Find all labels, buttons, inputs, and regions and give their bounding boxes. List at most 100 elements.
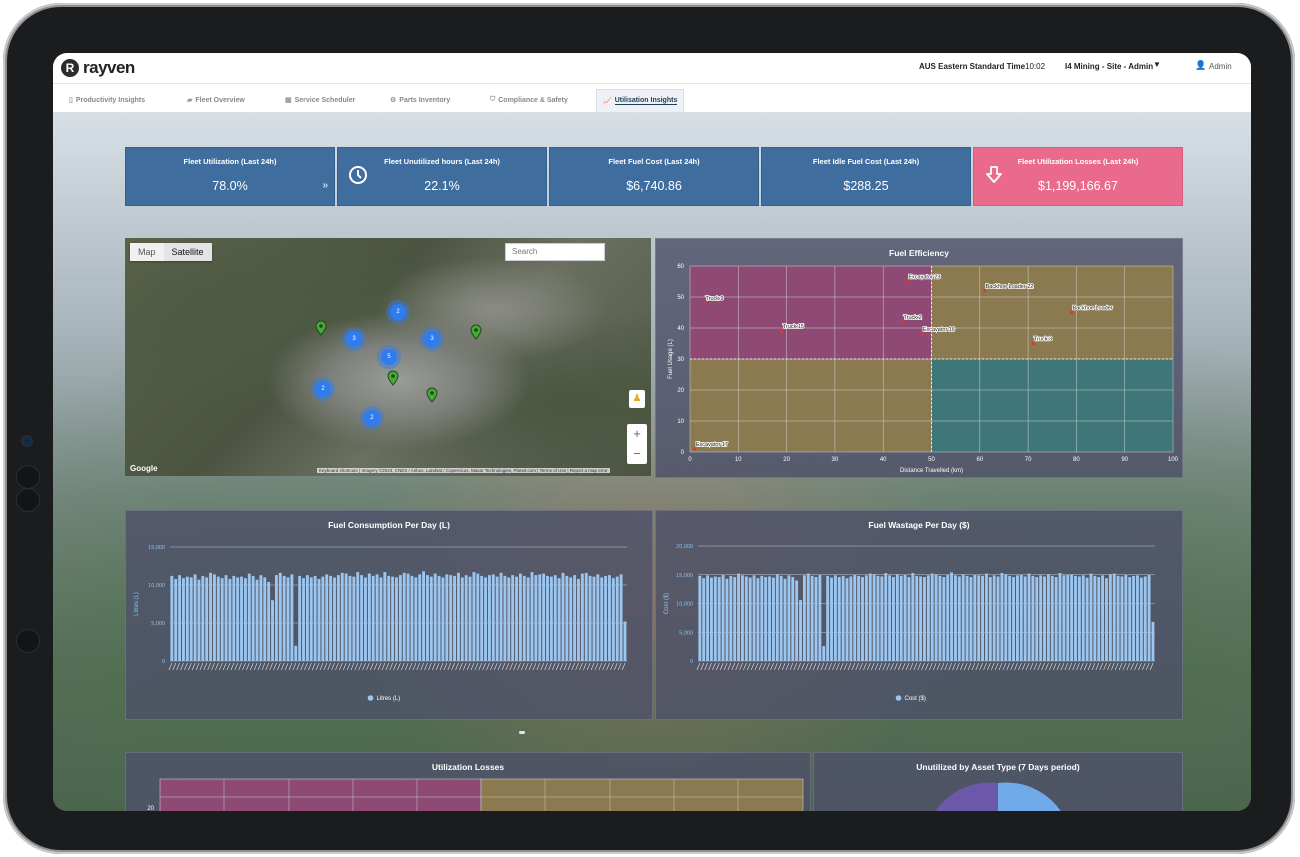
zoom-in-button[interactable]: + xyxy=(633,426,641,441)
bar xyxy=(861,577,864,661)
fuel-wastage-panel: Fuel Wastage Per Day ($) 0 5,000 10,000 15,… xyxy=(655,510,1183,720)
bar xyxy=(193,574,197,661)
bar xyxy=(317,578,321,661)
bar xyxy=(623,621,627,661)
x-tick-label xyxy=(716,662,720,671)
bar xyxy=(775,574,779,661)
x-tick-label xyxy=(296,662,301,671)
x-tick-label xyxy=(847,662,852,671)
data-label: Truck 9 xyxy=(705,296,723,302)
map-cluster-marker[interactable]: 3 xyxy=(346,331,362,347)
chart-title: Utilization Losses xyxy=(431,762,505,772)
x-tick-label xyxy=(1076,662,1080,671)
bar xyxy=(713,576,717,661)
map-attribution[interactable]: Keyboard shortcuts | Imagery ©2023, CNES… xyxy=(317,468,610,473)
x-tick-label xyxy=(563,662,568,671)
kpi-idle-fuel-cost[interactable]: Fleet Idle Fuel Cost (Last 24h) $288.25 xyxy=(761,147,971,206)
bar xyxy=(484,577,487,661)
x-tick-label xyxy=(346,662,351,671)
x-tick-label xyxy=(621,662,626,671)
x-tick-label xyxy=(758,662,763,671)
x-tick-label xyxy=(466,662,471,671)
bar xyxy=(849,576,853,661)
bar xyxy=(480,575,484,661)
map-search-input[interactable] xyxy=(505,243,605,261)
map-pin-icon[interactable] xyxy=(470,324,482,340)
x-tick-label xyxy=(257,662,262,671)
bar xyxy=(923,577,926,661)
bar xyxy=(973,574,977,661)
chevron-right-icon[interactable]: » xyxy=(322,180,328,191)
tab-parts-inventory[interactable]: ⚙ Parts Inventory xyxy=(390,89,450,111)
satellite-mode-button[interactable]: Satellite xyxy=(163,243,212,261)
map-pin-icon[interactable] xyxy=(426,387,438,403)
map-mode-button[interactable]: Map xyxy=(130,243,164,261)
user-icon[interactable]: 👤 xyxy=(1195,60,1207,70)
x-tick-label xyxy=(215,662,219,671)
kpi-fleet-utilization[interactable]: Fleet Utilization (Last 24h) 78.0% » xyxy=(125,147,335,206)
bar xyxy=(826,575,830,661)
grid-lines xyxy=(160,779,803,811)
x-tick-label xyxy=(1060,662,1065,671)
x-tick-label xyxy=(1064,662,1069,671)
bar xyxy=(915,575,919,661)
y-tick-label: 0 xyxy=(162,659,165,665)
x-tick-label xyxy=(184,662,188,671)
tab-compliance-safety[interactable]: ⛉ Compliance & Safety xyxy=(490,89,568,111)
x-tick-label xyxy=(486,662,490,671)
bar xyxy=(1116,575,1120,661)
map-cluster-marker[interactable]: 2 xyxy=(390,304,406,320)
x-tick-label xyxy=(323,662,328,671)
kpi-fuel-cost[interactable]: Fleet Fuel Cost (Last 24h) $6,740.86 xyxy=(549,147,759,206)
pie-slice[interactable] xyxy=(998,782,1062,811)
bar xyxy=(841,575,845,661)
x-tick-label xyxy=(548,662,552,671)
tab-service-scheduler[interactable]: ▦ Service Scheduler xyxy=(285,89,355,111)
x-tick-label xyxy=(727,662,732,671)
x-tick-label xyxy=(1142,662,1146,671)
user-name[interactable]: Admin xyxy=(1209,62,1232,71)
bar xyxy=(352,576,356,661)
bar xyxy=(437,575,441,661)
kpi-unutilized-hours[interactable]: Fleet Unutilized hours (Last 24h) 22.1% xyxy=(337,147,547,206)
street-view-pegman-icon[interactable]: ♟ xyxy=(629,390,645,408)
map-cluster-marker[interactable]: 5 xyxy=(381,349,397,365)
x-tick-label xyxy=(435,662,440,671)
quadrant-top-left xyxy=(159,778,482,811)
site-selector[interactable]: I4 Mining - Site - Admin xyxy=(1065,62,1154,71)
fleet-map[interactable]: Map Satellite 2 3 3 5 2 2 ♟ + − Google K… xyxy=(125,238,651,476)
tab-utilisation-insights[interactable]: 📈 Utilisation Insights xyxy=(596,89,685,112)
tab-productivity-insights[interactable]: ▯ Productivity Insights xyxy=(69,89,145,111)
map-cluster-marker[interactable]: 2 xyxy=(315,381,331,397)
fuel-efficiency-panel: Fuel Efficiency 0 10 20 30 40 50 60 70 80 90 100 0 1… xyxy=(655,238,1183,478)
x-tick-label xyxy=(521,662,525,671)
bar xyxy=(325,574,329,661)
x-tick-label xyxy=(342,662,347,671)
x-tick-label xyxy=(909,662,914,671)
x-tick-label xyxy=(424,662,428,671)
side-button xyxy=(17,489,39,511)
map-cluster-marker[interactable]: 3 xyxy=(424,331,440,347)
x-tick-label xyxy=(195,662,200,671)
zoom-out-button[interactable]: − xyxy=(633,446,641,461)
map-pin-icon[interactable] xyxy=(315,320,327,336)
bar xyxy=(526,577,530,661)
bar xyxy=(429,576,433,661)
bar xyxy=(561,572,565,661)
tab-fleet-overview[interactable]: ▰ Fleet Overview xyxy=(187,89,245,111)
map-cluster-marker[interactable]: 2 xyxy=(364,410,380,426)
x-tick-label xyxy=(428,662,432,671)
bar xyxy=(433,573,437,661)
x-tick-label xyxy=(459,662,463,671)
map-pin-icon[interactable] xyxy=(387,370,399,386)
kpi-utilization-losses[interactable]: Fleet Utilization Losses (Last 24h) $1,1… xyxy=(973,147,1183,206)
tablet-frame: R rayven AUS Eastern Standard Time 10:02… xyxy=(3,3,1295,854)
x-tick-label xyxy=(1029,662,1034,671)
x-tick-label xyxy=(470,662,475,671)
rayven-logo[interactable]: R rayven xyxy=(61,57,135,79)
bar xyxy=(499,572,503,661)
caret-down-icon[interactable]: ▼ xyxy=(1153,60,1161,69)
x-tick-label xyxy=(913,662,918,671)
x-tick-label xyxy=(253,662,258,671)
pie-slice[interactable] xyxy=(934,782,998,811)
